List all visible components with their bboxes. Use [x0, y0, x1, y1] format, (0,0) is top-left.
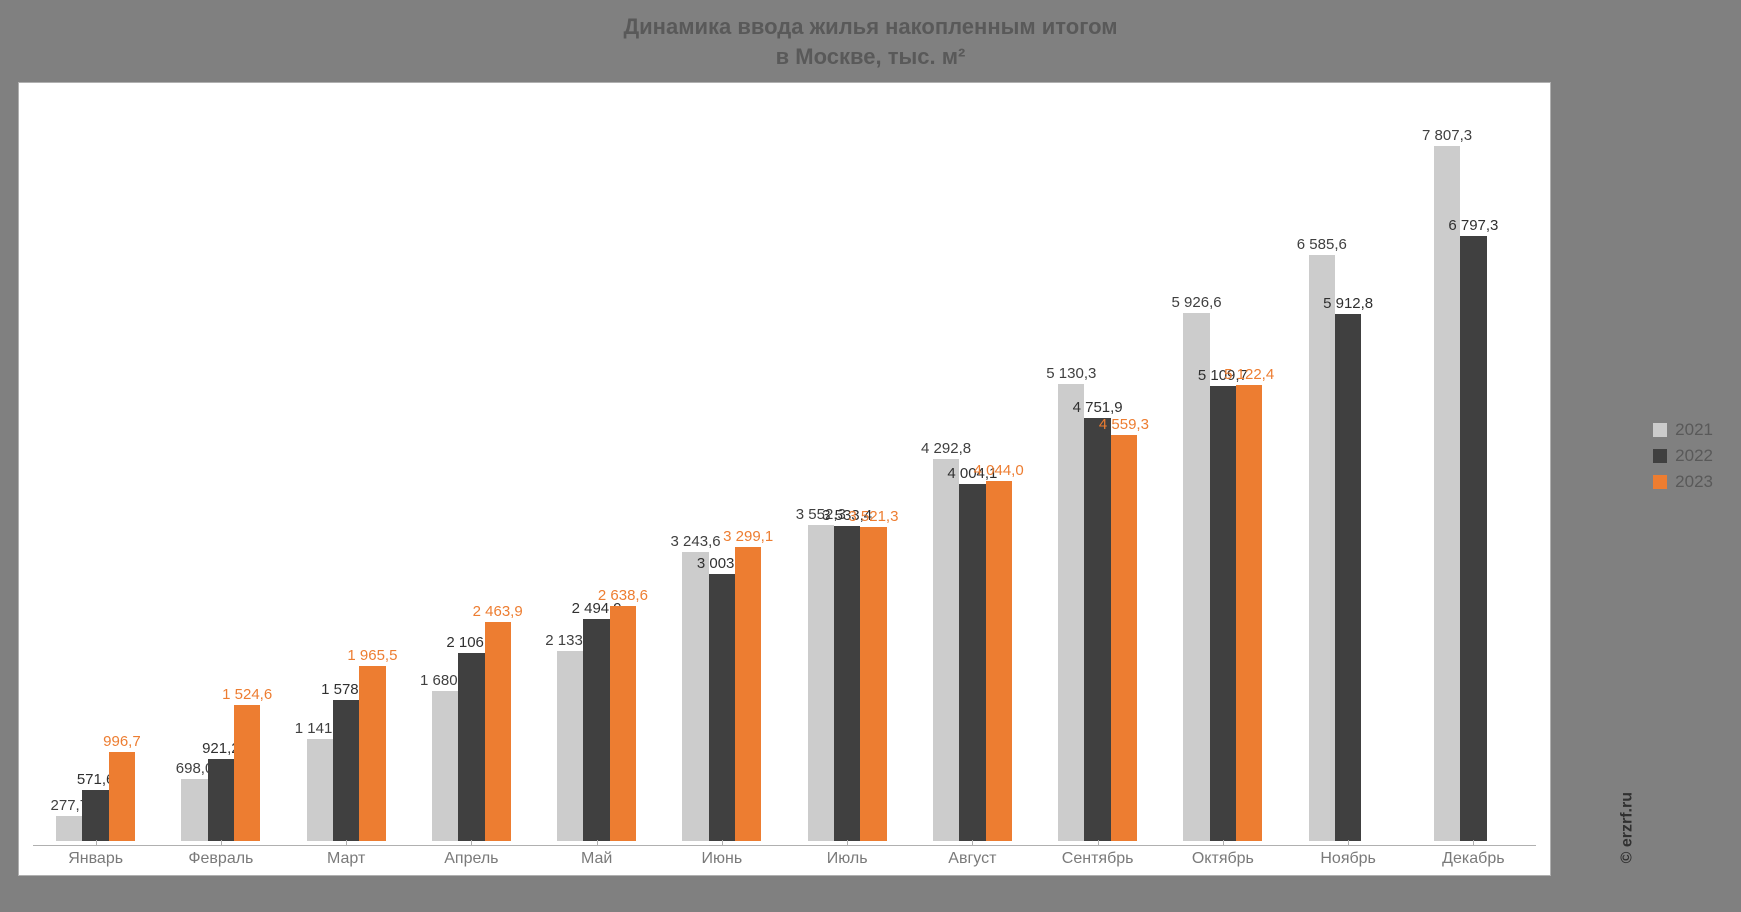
- bar: 3 552,3: [808, 525, 834, 841]
- bar: 2 463,9: [485, 622, 511, 841]
- bar: 277,7: [56, 816, 82, 841]
- x-axis: ЯнварьФевральМартАпрельМайИюньИюльАвгуст…: [33, 845, 1536, 871]
- bar: 1 578,5: [333, 700, 359, 841]
- legend-item: 2021: [1653, 420, 1713, 440]
- chart-frame: Динамика ввода жилья накопленным итогом …: [0, 0, 1741, 912]
- bar-value-label: 1 524,6: [221, 686, 274, 705]
- bar: 2 133,5: [557, 651, 583, 841]
- bar-value-label: 996,7: [96, 733, 149, 752]
- bar-value-label: 6 797,3: [1447, 217, 1500, 236]
- bar: 4 292,8: [933, 459, 959, 841]
- bar: 2 106,8: [458, 653, 484, 841]
- bar-value-label: 5 912,8: [1322, 295, 1375, 314]
- x-axis-tick: Январь: [33, 845, 158, 868]
- bar: 5 109,7: [1210, 386, 1236, 841]
- legend-item: 2022: [1653, 446, 1713, 466]
- x-axis-tick: Сентябрь: [1035, 845, 1160, 868]
- legend-label: 2023: [1675, 472, 1713, 492]
- bar-value-label: 7 807,3: [1421, 127, 1474, 146]
- x-axis-tick: Июль: [785, 845, 910, 868]
- bar-value-label: 2 638,6: [597, 587, 650, 606]
- x-axis-tick: Август: [910, 845, 1035, 868]
- bar-value-label: 3 521,3: [847, 508, 900, 527]
- legend-label: 2022: [1675, 446, 1713, 466]
- bar-value-label: 4 292,8: [920, 440, 973, 459]
- x-axis-tick: Декабрь: [1411, 845, 1536, 868]
- bar-value-label: 5 130,3: [1045, 365, 1098, 384]
- bar-value-label: 2 463,9: [471, 603, 524, 622]
- legend: 2021 2022 2023: [1653, 414, 1713, 498]
- copyright-label: © erzrf.ru: [1618, 792, 1636, 863]
- bar: 1 680,1: [432, 691, 458, 841]
- legend-swatch: [1653, 423, 1667, 437]
- bar: 1 965,5: [359, 666, 385, 841]
- bar: 1 141,5: [307, 739, 333, 841]
- bar-plot: 277,7571,6996,7698,0921,21 524,61 141,51…: [33, 93, 1536, 841]
- legend-item: 2023: [1653, 472, 1713, 492]
- bar: 5 926,6: [1183, 313, 1209, 841]
- bar: 5 122,4: [1236, 385, 1262, 841]
- bar: 3 243,6: [682, 552, 708, 841]
- bar-value-label: 4 751,9: [1071, 399, 1124, 418]
- bar: 3 521,3: [860, 527, 886, 841]
- bar: 4 004,1: [959, 484, 985, 841]
- bar-value-label: 4 044,0: [972, 462, 1025, 481]
- title-line-1: Динамика ввода жилья накопленным итогом: [623, 14, 1117, 39]
- x-axis-tick: Ноябрь: [1286, 845, 1411, 868]
- bar: 4 044,0: [986, 481, 1012, 841]
- x-axis-tick: Апрель: [409, 845, 534, 868]
- bar: 698,0: [181, 779, 207, 841]
- bar: 571,6: [82, 790, 108, 841]
- title-line-2: в Москве, тыс. м²: [776, 44, 966, 69]
- bar-value-label: 6 585,6: [1296, 236, 1349, 255]
- bar: 996,7: [109, 752, 135, 841]
- bar: 2 494,9: [583, 619, 609, 841]
- bar-value-label: 1 965,5: [346, 647, 399, 666]
- bar: 1 524,6: [234, 705, 260, 841]
- bar: 3 533,4: [834, 526, 860, 841]
- legend-label: 2021: [1675, 420, 1713, 440]
- legend-swatch: [1653, 449, 1667, 463]
- chart-plot-area: 277,7571,6996,7698,0921,21 524,61 141,51…: [18, 82, 1551, 876]
- bar: 4 751,9: [1084, 418, 1110, 841]
- bar: 4 559,3: [1111, 435, 1137, 841]
- x-axis-tick: Март: [284, 845, 409, 868]
- bar: 3 299,1: [735, 547, 761, 841]
- bar-value-label: 3 299,1: [722, 528, 775, 547]
- bar-value-label: 4 559,3: [1098, 416, 1151, 435]
- bar: 7 807,3: [1434, 146, 1460, 841]
- bar-value-label: 3 243,6: [669, 533, 722, 552]
- bar: 921,2: [208, 759, 234, 841]
- x-axis-tick: Июнь: [659, 845, 784, 868]
- chart-title: Динамика ввода жилья накопленным итогом …: [0, 0, 1741, 71]
- bar: 5 912,8: [1335, 314, 1361, 841]
- bar-value-label: 5 926,6: [1170, 294, 1223, 313]
- bar-value-label: 5 122,4: [1223, 366, 1276, 385]
- bar: 2 638,6: [610, 606, 636, 841]
- x-axis-tick: Февраль: [158, 845, 283, 868]
- legend-swatch: [1653, 475, 1667, 489]
- bar: 3 003,6: [709, 574, 735, 841]
- x-axis-tick: Октябрь: [1160, 845, 1285, 868]
- bar: 6 585,6: [1309, 255, 1335, 841]
- x-axis-tick: Май: [534, 845, 659, 868]
- bar: 6 797,3: [1460, 236, 1486, 841]
- bar: 5 130,3: [1058, 384, 1084, 841]
